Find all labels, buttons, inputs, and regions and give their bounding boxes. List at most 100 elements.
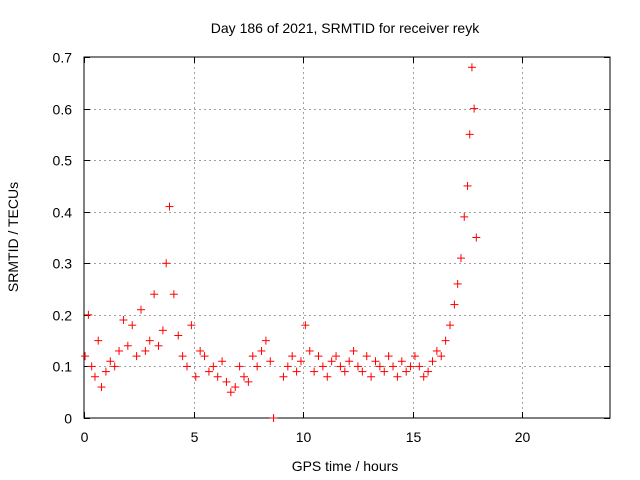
data-point — [269, 414, 278, 422]
x-tick-label: 10 — [296, 429, 312, 445]
data-points — [81, 63, 481, 422]
data-point — [123, 341, 132, 350]
data-point — [154, 341, 163, 350]
data-point — [257, 346, 266, 355]
data-point — [465, 130, 474, 139]
data-point — [456, 254, 465, 263]
data-point — [463, 181, 472, 190]
plot-frame — [83, 56, 611, 419]
grid-lines — [84, 57, 610, 418]
data-point — [253, 362, 262, 371]
data-point — [231, 383, 240, 392]
data-point — [345, 357, 354, 366]
data-point — [187, 321, 196, 330]
x-tick-label: 15 — [406, 429, 422, 445]
x-tick-label: 20 — [515, 429, 531, 445]
y-tick-label: 0.7 — [53, 50, 73, 66]
data-point — [204, 367, 213, 376]
data-point — [410, 352, 419, 361]
data-point — [84, 310, 93, 319]
data-point — [169, 290, 178, 299]
data-point — [136, 305, 145, 314]
data-point — [248, 352, 257, 361]
data-point — [305, 346, 314, 355]
data-point — [87, 362, 96, 371]
data-point — [389, 362, 398, 371]
data-point — [470, 104, 479, 113]
data-point — [340, 367, 349, 376]
data-point — [288, 352, 297, 361]
data-point — [218, 357, 227, 366]
data-point — [119, 316, 128, 325]
data-point — [110, 362, 119, 371]
y-tick-label: 0.5 — [53, 153, 73, 169]
data-point — [81, 352, 90, 361]
data-point — [450, 300, 459, 309]
y-tick-label: 0.1 — [53, 359, 73, 375]
data-point — [358, 367, 367, 376]
data-point — [406, 362, 415, 371]
data-point — [128, 321, 137, 330]
data-point — [467, 63, 476, 72]
y-tick-label: 0.3 — [53, 256, 73, 272]
data-point — [226, 388, 235, 397]
chart-title: Day 186 of 2021, SRMTID for receiver rey… — [211, 20, 480, 36]
data-point — [428, 357, 437, 366]
data-point — [239, 372, 248, 381]
axis-ticks: 0 0.1 0.2 0.3 0.4 0.5 0.6 0.7 0 5 10 15 20 — [53, 50, 610, 445]
data-point — [415, 362, 424, 371]
data-point — [191, 372, 200, 381]
data-point — [402, 367, 411, 376]
data-point — [261, 336, 270, 345]
data-point — [90, 372, 99, 381]
x-tick-label: 0 — [81, 429, 89, 445]
data-point — [419, 372, 428, 381]
data-point — [165, 202, 174, 211]
data-point — [141, 346, 150, 355]
data-point — [222, 377, 231, 386]
data-point — [200, 352, 209, 361]
data-point — [162, 259, 171, 268]
data-point — [292, 367, 301, 376]
data-point — [106, 357, 115, 366]
data-point — [244, 377, 253, 386]
data-point — [446, 321, 455, 330]
data-point — [375, 362, 384, 371]
data-point — [327, 357, 336, 366]
data-point — [318, 362, 327, 371]
data-point — [101, 367, 110, 376]
data-point — [460, 212, 469, 221]
data-point — [432, 346, 441, 355]
data-point — [132, 352, 141, 361]
data-point — [380, 367, 389, 376]
data-point — [353, 362, 362, 371]
data-point — [296, 357, 305, 366]
data-point — [453, 279, 462, 288]
x-tick-label: 5 — [191, 429, 199, 445]
data-point — [115, 346, 124, 355]
data-point — [336, 362, 345, 371]
data-point — [349, 346, 358, 355]
data-point — [279, 372, 288, 381]
data-point — [213, 372, 222, 381]
data-point — [97, 383, 106, 392]
y-tick-label: 0.2 — [53, 308, 73, 324]
data-point — [437, 352, 446, 361]
data-point — [94, 336, 103, 345]
data-point — [183, 362, 192, 371]
y-tick-label: 0.6 — [53, 102, 73, 118]
data-point — [209, 362, 218, 371]
data-point — [371, 357, 380, 366]
data-point — [384, 352, 393, 361]
x-axis-label: GPS time / hours — [292, 458, 399, 474]
data-point — [301, 321, 310, 330]
data-point — [332, 352, 341, 361]
data-point — [235, 362, 244, 371]
data-point — [158, 326, 167, 335]
data-point — [196, 346, 205, 355]
data-point — [174, 331, 183, 340]
data-point — [310, 367, 319, 376]
data-point — [283, 362, 292, 371]
data-point — [314, 352, 323, 361]
